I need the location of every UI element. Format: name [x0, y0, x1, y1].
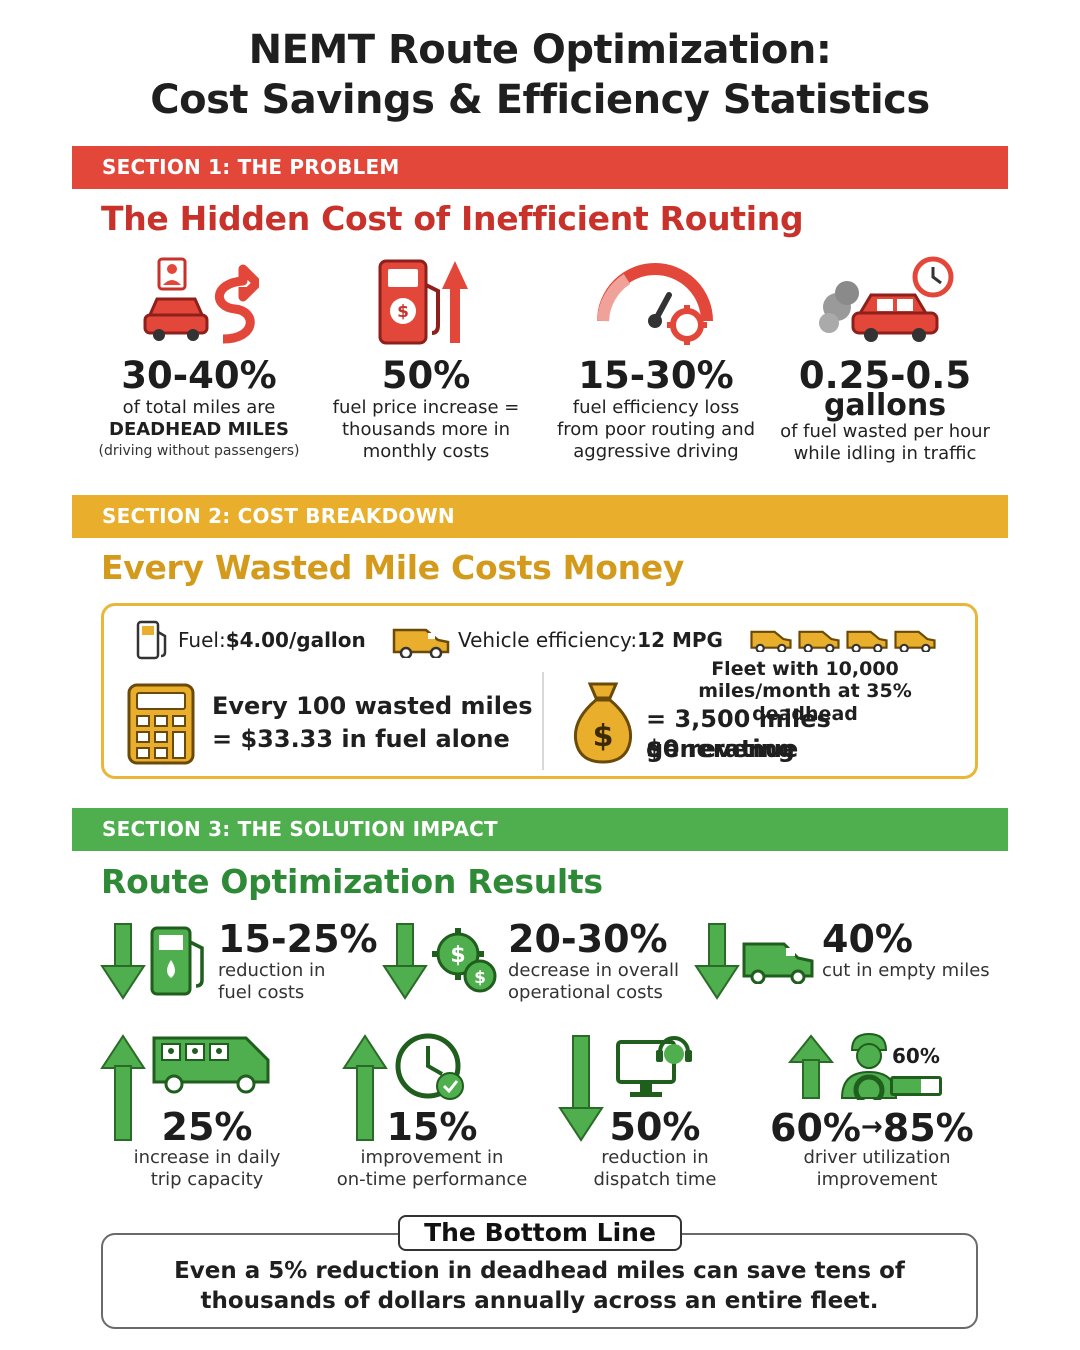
- wasted-miles-line-1: Every 100 wasted miles: [212, 692, 533, 720]
- result-value: 15-25%: [218, 917, 378, 961]
- efficiency-gauge-icon: [541, 252, 771, 347]
- stat-desc: while idling in traffic: [793, 443, 977, 464]
- stat-value: 15-30%: [578, 354, 734, 397]
- fuel-label: Fuel:: [178, 628, 226, 652]
- money-bag-icon: $: [573, 682, 633, 764]
- fuel-pump-icon: [136, 620, 167, 660]
- stat-value: 30-40%: [121, 354, 277, 397]
- fleet-vans-icon: [750, 626, 936, 652]
- empty-van-icon: [742, 942, 814, 984]
- result-value: 25%: [161, 1105, 253, 1149]
- stat-idling-fuel: 0.25-0.5 gallons of fuel wasted per hour…: [770, 252, 1000, 465]
- bottom-line-text-1: Even a 5% reduction in deadhead miles ca…: [174, 1258, 905, 1284]
- driver-utilization-bar-fill: [893, 1079, 921, 1093]
- bottom-line-text-2: thousands of dollars annually across an …: [200, 1288, 879, 1314]
- stat-desc: of total miles are: [122, 397, 276, 418]
- stat-deadhead-miles: 30-40% of total miles are DEADHEAD MILES…: [84, 252, 314, 461]
- page-title-line-1: NEMT Route Optimization:: [248, 27, 832, 73]
- driver-utilization-bar: [890, 1076, 942, 1096]
- stat-fuel-efficiency: 15-30% fuel efficiency loss from poor ro…: [541, 252, 771, 463]
- fleet-line-1: Fleet with 10,000: [711, 658, 899, 680]
- svg-text:$: $: [474, 968, 486, 988]
- stat-desc: monthly costs: [362, 441, 490, 462]
- up-arrow-icon: [788, 1034, 834, 1099]
- down-arrow-icon: [100, 923, 146, 1000]
- result-desc: on-time performance: [336, 1169, 528, 1190]
- result-desc: reduction in: [218, 960, 326, 981]
- section-2-banner: SECTION 2: COST BREAKDOWN: [72, 495, 1008, 538]
- svg-text:$: $: [593, 719, 614, 754]
- stat-desc-emphasis: DEADHEAD MILES: [109, 419, 289, 440]
- section-1-heading: The Hidden Cost of Inefficient Routing: [101, 199, 804, 238]
- result-desc: trip capacity: [150, 1169, 264, 1190]
- fuel-price-up-icon: $: [311, 252, 541, 347]
- result-desc: cut in empty miles: [822, 960, 990, 981]
- result-value: 40%: [822, 917, 913, 961]
- section-3-banner: SECTION 3: THE SOLUTION IMPACT: [72, 808, 1008, 851]
- bottom-line-label: The Bottom Line: [398, 1215, 682, 1251]
- down-arrow-icon: [382, 923, 428, 1000]
- page-title-line-2: Cost Savings & Efficiency Statistics: [150, 77, 930, 123]
- fleet-line-2: miles/month at 35% deadhead: [698, 680, 912, 725]
- stat-value: 50%: [381, 354, 471, 397]
- result-value: 50%: [609, 1105, 701, 1149]
- stat-desc: from poor routing and: [556, 419, 756, 440]
- result-value: 15%: [386, 1105, 478, 1149]
- van-icon: [392, 628, 450, 658]
- arrow-right-icon: →: [860, 1112, 883, 1142]
- svg-text:$: $: [450, 943, 465, 968]
- result-value-from: 60%: [770, 1106, 861, 1150]
- on-time-clock-icon: [395, 1033, 464, 1100]
- result-value-to: 85%: [882, 1106, 974, 1150]
- result-value-range: 60%→85%: [770, 1106, 974, 1149]
- divider: [542, 672, 544, 770]
- car-detour-icon: [84, 252, 314, 347]
- stat-value: 0.25-0.5: [798, 354, 972, 397]
- section-2-heading: Every Wasted Mile Costs Money: [101, 548, 685, 587]
- result-desc: operational costs: [508, 982, 663, 1003]
- efficiency-value: 12 MPG: [637, 628, 723, 652]
- stat-desc: fuel price increase =: [332, 397, 520, 418]
- utilization-badge: 60%: [892, 1044, 940, 1068]
- down-arrow-icon: [558, 1035, 604, 1142]
- fleet-line-3: = 3,500 miles generating: [646, 705, 831, 763]
- stat-desc: thousands more in: [342, 419, 510, 440]
- result-desc: dispatch time: [593, 1169, 717, 1190]
- fleet-line-4: $0 revenue: [646, 735, 799, 763]
- up-arrow-icon: [342, 1034, 388, 1141]
- result-desc: improvement: [816, 1169, 938, 1190]
- efficiency-label: Vehicle efficiency:: [458, 628, 638, 652]
- svg-text:$: $: [397, 302, 409, 322]
- result-desc: driver utilization: [803, 1147, 951, 1168]
- stat-fuel-price: $ 50% fuel price increase = thousands mo…: [311, 252, 541, 463]
- dispatch-monitor-icon: [616, 1036, 692, 1097]
- idling-car-clock-icon: [770, 252, 1000, 347]
- stat-desc: fuel efficiency loss: [572, 397, 740, 418]
- cost-gears-icon: $ $: [432, 928, 497, 993]
- result-desc: improvement in: [360, 1147, 504, 1168]
- driver-icon: [840, 1032, 898, 1100]
- result-desc: increase in daily: [133, 1147, 281, 1168]
- fuel-value: $4.00/gallon: [225, 628, 366, 652]
- fuel-pump-icon: [150, 926, 204, 996]
- section-3-heading: Route Optimization Results: [101, 862, 603, 901]
- result-desc: reduction in: [601, 1147, 709, 1168]
- result-desc: fuel costs: [218, 982, 305, 1003]
- cost-breakdown-box: Fuel: $4.00/gallon Vehicle efficiency: 1…: [101, 603, 978, 779]
- stat-value-unit: gallons: [823, 388, 947, 423]
- result-desc: decrease in overall: [508, 960, 679, 981]
- down-arrow-icon: [694, 923, 740, 1000]
- stat-desc: aggressive driving: [573, 441, 739, 462]
- stat-desc: of fuel wasted per hour: [780, 421, 990, 442]
- stat-note: (driving without passengers): [98, 443, 300, 459]
- up-arrow-icon: [100, 1034, 146, 1141]
- fuel-cost-row: Fuel: $4.00/gallon: [134, 620, 366, 660]
- bottom-line-text: Even a 5% reduction in deadhead miles ca…: [101, 1256, 978, 1316]
- vehicle-efficiency-row: Vehicle efficiency: 12 MPG: [392, 622, 723, 658]
- wasted-miles-line-2: = $33.33 in fuel alone: [212, 725, 510, 753]
- calculator-icon: [127, 683, 195, 765]
- section-1-banner: SECTION 1: THE PROBLEM: [72, 146, 1008, 189]
- result-value: 20-30%: [508, 917, 668, 961]
- passenger-bus-icon: [152, 1036, 270, 1094]
